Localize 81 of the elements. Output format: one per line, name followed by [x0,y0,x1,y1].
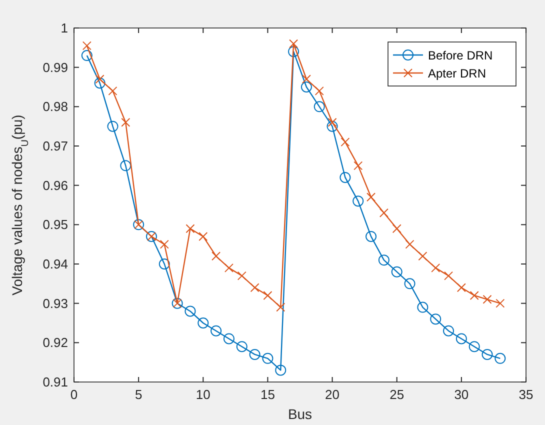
point [352,196,364,207]
point [81,50,92,62]
point [198,232,208,241]
x-tick-label: 20 [325,387,340,402]
point [496,298,505,308]
point [468,341,480,352]
point [276,302,286,312]
point [470,290,479,300]
point [482,294,492,304]
x-tick-label: 10 [196,387,210,402]
point [431,263,440,272]
point [328,118,337,127]
point [314,86,324,96]
point [300,82,312,92]
y-tick-label: 0.91 [42,374,68,390]
point [212,252,221,261]
point [198,318,209,328]
point [288,46,300,58]
point [418,252,428,261]
point [236,341,248,352]
y-tick-label: 1 [60,20,68,36]
point [456,333,467,344]
point [120,160,132,172]
point [224,263,234,272]
point [366,192,376,202]
point [210,325,222,336]
point [95,74,104,84]
y-tick-label: 0.94 [42,256,68,272]
y-tick-label: 0.96 [42,178,68,193]
point [121,118,130,127]
x-tick-label: 25 [390,387,404,402]
point [108,86,118,96]
point [289,39,298,48]
point [262,352,274,364]
y-tick-label: 0.97 [42,138,68,154]
point [417,302,428,313]
point [237,271,246,280]
point [340,172,351,183]
point [314,101,325,112]
point [184,306,196,317]
point [82,41,92,50]
y-tick-label: 0.98 [42,99,68,114]
point [392,224,402,234]
point [482,348,493,360]
point [250,283,260,292]
point [456,283,466,292]
point [160,240,169,249]
point [94,78,106,89]
point [405,240,414,249]
point [378,254,390,266]
x-tick-label: 5 [134,387,142,402]
x-tick-label: 15 [260,387,275,402]
point [430,314,442,325]
legend-label: Before DRN [428,48,493,62]
point [404,278,416,290]
y-tick-label: 0.99 [42,60,68,75]
point [275,364,286,376]
x-tick-label: 30 [454,387,469,402]
point [186,224,195,234]
point [443,325,454,336]
point [326,120,338,132]
point [158,258,170,270]
point [302,74,311,84]
y-tick-label: 0.92 [42,335,68,350]
point [107,120,118,132]
point [263,290,272,300]
point [249,348,260,360]
y-tick-label: 0.95 [42,217,68,232]
x-tick-label: 35 [518,387,534,402]
point [354,161,363,170]
y-tick-label: 0.93 [42,296,68,311]
point [223,333,234,344]
point [366,230,377,242]
point [494,352,506,364]
point [340,138,350,147]
point [379,208,388,218]
point [391,266,402,278]
x-tick-label: 0 [70,387,78,402]
x-axis-title: Bus [288,406,312,422]
legend-label: Apter DRN [428,66,486,80]
point [444,271,454,280]
